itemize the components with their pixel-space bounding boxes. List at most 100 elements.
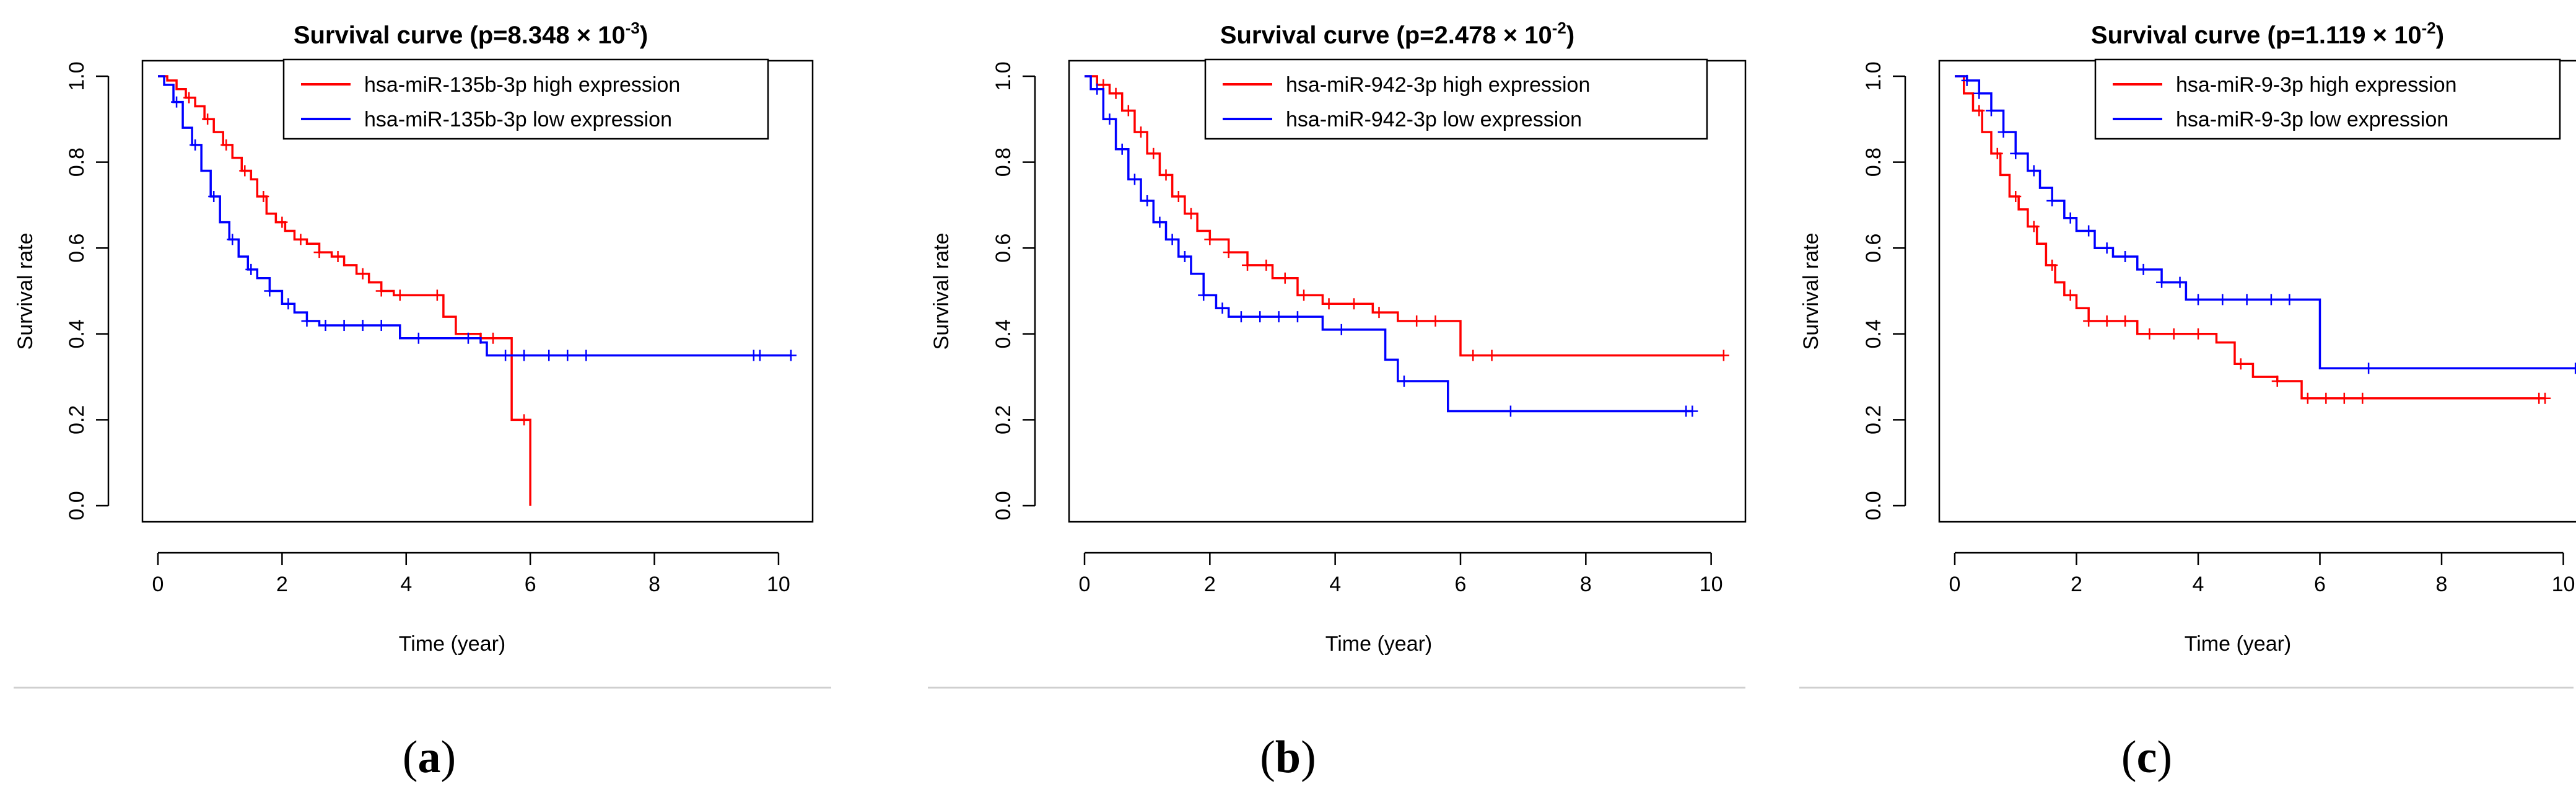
censor-mark: [2046, 195, 2058, 206]
y-tick-label: 1.0: [65, 61, 89, 90]
chart-title-close: ): [640, 22, 648, 49]
x-tick-label: 6: [525, 573, 536, 596]
y-tick-label: 0.2: [992, 405, 1015, 434]
x-tick-label: 2: [2071, 573, 2082, 596]
x-tick-label: 0: [1079, 573, 1091, 596]
legend-box: [282, 58, 769, 140]
censor-mark: [239, 165, 251, 177]
y-axis-label: Survival rate: [14, 233, 37, 350]
censor-mark: [1997, 126, 2009, 138]
censor-mark: [1335, 324, 1347, 335]
censor-mark: [754, 350, 766, 361]
y-tick-label: 0.8: [1862, 147, 1885, 177]
chart-title-main: Survival curve (p=1.119 × 10: [2091, 22, 2422, 49]
censor-mark: [543, 350, 555, 361]
censor-mark: [1430, 315, 1441, 327]
censor-mark: [258, 191, 269, 203]
survival-chart-c: Survival curve (p=1.119 × 10-2) 0.0 0.2 0.4…: [1799, 19, 2576, 656]
x-tick-label: 0: [1949, 573, 1961, 596]
censor-mark: [1179, 251, 1190, 263]
censor-mark: [1110, 87, 1122, 99]
censor-mark: [2193, 294, 2204, 306]
chart-title-exponent: -2: [1552, 19, 1566, 37]
panel-divider: [14, 687, 831, 689]
censor-mark: [2010, 191, 2022, 203]
censor-mark: [431, 289, 443, 301]
censor-mark: [1273, 311, 1285, 323]
censor-mark: [2064, 289, 2076, 301]
y-tick-label: 1.0: [992, 61, 1015, 90]
legend-entry: hsa-miR-9-3p low expression: [2176, 108, 2448, 131]
censor-mark: [1323, 298, 1335, 310]
censor-mark: [2101, 315, 2113, 327]
censor-mark: [1129, 174, 1140, 185]
censor-mark: [1216, 302, 1228, 314]
panel-b: Survival curve (p=2.478 × 10-2) 0.0 0.2 0.4…: [858, 0, 1747, 810]
censor-mark: [2265, 294, 2277, 306]
censor-mark: [2284, 294, 2295, 306]
y-tick-label: 0.6: [1862, 234, 1885, 263]
panel-a: Survival curve (p=8.348 × 10-3) 0.0 0.2 0.4…: [0, 0, 858, 810]
panel-caption-b: (b): [1260, 732, 1316, 783]
censor-mark: [1260, 259, 1272, 271]
censor-mark: [227, 234, 238, 245]
censor-mark: [2357, 392, 2369, 404]
censor-mark: [2046, 259, 2058, 271]
censor-mark: [301, 315, 313, 327]
survival-chart-a: Survival curve (p=8.348 × 10-3) 0.0 0.2 0.4…: [14, 19, 814, 656]
censor-mark: [2064, 212, 2076, 224]
censor-mark: [375, 319, 387, 331]
chart-title: Survival curve (p=2.478 × 10-2): [1220, 19, 1574, 49]
panel-divider: [928, 687, 1745, 689]
legend-entry: hsa-miR-942-3p low expression: [1286, 108, 1582, 131]
censor-mark: [1973, 105, 1985, 117]
censor-mark: [1122, 105, 1134, 117]
censor-mark: [1486, 350, 1498, 361]
x-tick-label: 4: [400, 573, 412, 596]
censor-mark: [1166, 234, 1178, 245]
censor-mark: [1373, 307, 1385, 319]
censor-mark: [2083, 225, 2095, 237]
censor-mark: [1104, 113, 1116, 125]
censor-mark: [1279, 272, 1291, 284]
censor-mark: [1148, 147, 1159, 159]
censor-mark: [2174, 276, 2186, 288]
censor-mark: [2144, 328, 2155, 340]
legend-entry: hsa-miR-942-3p high expression: [1286, 73, 1590, 97]
censor-mark: [332, 251, 344, 263]
legend-entry: hsa-miR-135b-3p high expression: [364, 73, 680, 97]
x-tick-label: 4: [1329, 573, 1341, 596]
chart-title-exponent: -2: [2422, 19, 2436, 37]
x-tick-label: 2: [1204, 573, 1216, 596]
censor-mark: [2083, 315, 2095, 327]
x-tick-label: 10: [2552, 573, 2575, 596]
x-tick-label: 6: [2314, 573, 2326, 596]
censor-mark: [2241, 294, 2253, 306]
x-tick-label: 2: [276, 573, 288, 596]
censor-mark: [1204, 234, 1216, 245]
censor-mark: [1154, 216, 1166, 228]
panel-c: Survival curve (p=1.119 × 10-2) 0.0 0.2 0.4…: [1718, 0, 2576, 810]
y-tick-label: 0.4: [1862, 319, 1885, 348]
y-tick-label: 1.0: [1862, 61, 1885, 90]
y-axis-label: Survival rate: [1799, 233, 1823, 350]
censor-mark: [245, 263, 257, 275]
censor-mark: [338, 319, 350, 331]
censor-mark: [190, 139, 201, 151]
chart-title-main: Survival curve (p=8.348 × 10: [294, 22, 626, 49]
legend-entry: hsa-miR-135b-3p low expression: [364, 108, 672, 131]
y-tick-label: 0.2: [65, 405, 89, 434]
censor-mark: [1242, 259, 1254, 271]
censor-mark: [264, 285, 276, 297]
censor-mark: [1961, 74, 1973, 86]
censor-mark: [562, 350, 574, 361]
censor-mark: [1411, 315, 1423, 327]
survival-line-high: [158, 75, 531, 506]
censor-mark: [1172, 191, 1184, 203]
panel-caption-a: (a): [402, 732, 456, 783]
censor-mark: [1198, 289, 1210, 301]
censor-mark: [2028, 165, 2040, 177]
censor-mark: [518, 350, 530, 361]
censor-mark: [1348, 298, 1360, 310]
censor-mark: [1116, 143, 1128, 155]
